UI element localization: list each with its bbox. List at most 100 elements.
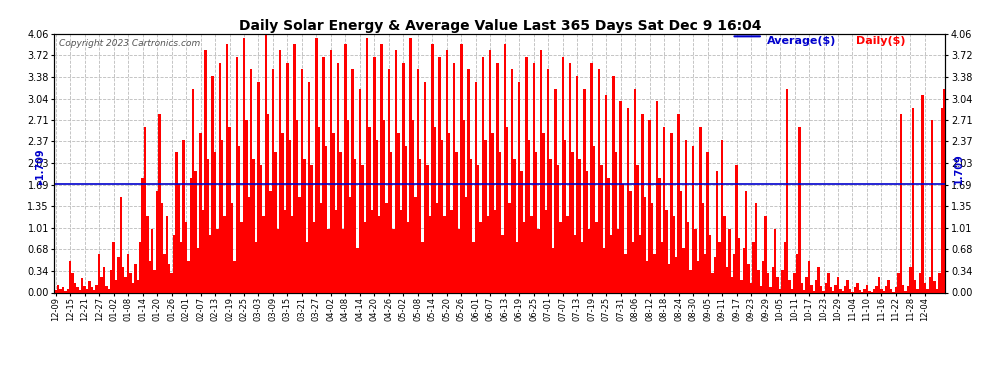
Bar [158, 114, 160, 292]
Bar [61, 287, 64, 292]
Bar [759, 286, 762, 292]
Text: Average($): Average($) [767, 36, 837, 46]
Bar [250, 69, 252, 292]
Bar [407, 222, 410, 292]
Bar [197, 248, 199, 292]
Bar [417, 69, 419, 292]
Bar [93, 290, 95, 292]
Bar [668, 264, 670, 292]
Bar [436, 203, 439, 292]
Bar [137, 280, 139, 292]
Bar [142, 178, 144, 292]
Bar [747, 264, 749, 292]
Bar [788, 280, 791, 292]
Bar [499, 152, 501, 292]
Bar [586, 171, 588, 292]
Bar [108, 289, 110, 292]
Bar [388, 69, 390, 292]
Bar [509, 203, 511, 292]
Bar [313, 222, 315, 292]
Bar [444, 216, 446, 292]
Bar [441, 140, 444, 292]
Text: 1.709: 1.709 [954, 153, 964, 184]
Bar [450, 210, 452, 292]
Bar [457, 229, 460, 292]
Bar [556, 165, 559, 292]
Bar [308, 82, 311, 292]
Bar [252, 159, 254, 292]
Bar [704, 254, 707, 292]
Bar [608, 178, 610, 292]
Bar [711, 273, 714, 292]
Bar [786, 88, 788, 292]
Bar [511, 69, 513, 292]
Bar [665, 210, 668, 292]
Bar [530, 216, 533, 292]
Bar [776, 277, 779, 292]
Bar [890, 290, 892, 292]
Bar [410, 38, 412, 292]
Bar [130, 273, 132, 292]
Bar [98, 254, 100, 292]
Bar [561, 57, 564, 292]
Bar [105, 286, 108, 292]
Bar [209, 235, 212, 292]
Bar [231, 203, 233, 292]
Bar [917, 289, 919, 292]
Bar [91, 287, 93, 292]
Bar [629, 190, 632, 292]
Bar [914, 280, 917, 292]
Bar [412, 120, 414, 292]
Bar [303, 159, 306, 292]
Bar [100, 277, 103, 292]
Bar [513, 159, 516, 292]
Bar [595, 222, 598, 292]
Bar [465, 197, 467, 292]
Bar [646, 261, 648, 292]
Bar [482, 57, 484, 292]
Bar [617, 229, 620, 292]
Bar [738, 238, 741, 292]
Bar [477, 165, 479, 292]
Bar [878, 277, 880, 292]
Bar [757, 270, 759, 292]
Bar [219, 63, 221, 292]
Bar [148, 261, 151, 292]
Bar [936, 289, 939, 292]
Bar [238, 146, 241, 292]
Bar [467, 69, 470, 292]
Bar [325, 146, 328, 292]
Bar [474, 82, 477, 292]
Bar [622, 184, 625, 292]
Bar [120, 197, 122, 292]
Bar [781, 270, 784, 292]
Bar [672, 216, 675, 292]
Bar [190, 178, 192, 292]
Bar [576, 76, 578, 292]
Bar [248, 197, 250, 292]
Bar [501, 235, 504, 292]
Bar [680, 190, 682, 292]
Bar [632, 242, 634, 292]
Bar [714, 258, 716, 292]
Bar [155, 190, 158, 292]
Bar [448, 133, 450, 292]
Bar [724, 216, 726, 292]
Bar [267, 114, 269, 292]
Bar [182, 140, 185, 292]
Bar [642, 114, 644, 292]
Bar [113, 242, 115, 292]
Bar [578, 159, 581, 292]
Bar [494, 210, 496, 292]
Bar [289, 140, 291, 292]
Bar [815, 280, 818, 292]
Bar [702, 203, 704, 292]
Bar [264, 34, 267, 292]
Bar [873, 290, 875, 292]
Text: Daily($): Daily($) [856, 36, 906, 46]
Bar [813, 291, 815, 292]
Bar [754, 203, 757, 292]
Bar [419, 159, 422, 292]
Text: Copyright 2023 Cartronics.com: Copyright 2023 Cartronics.com [59, 39, 200, 48]
Bar [663, 127, 665, 292]
